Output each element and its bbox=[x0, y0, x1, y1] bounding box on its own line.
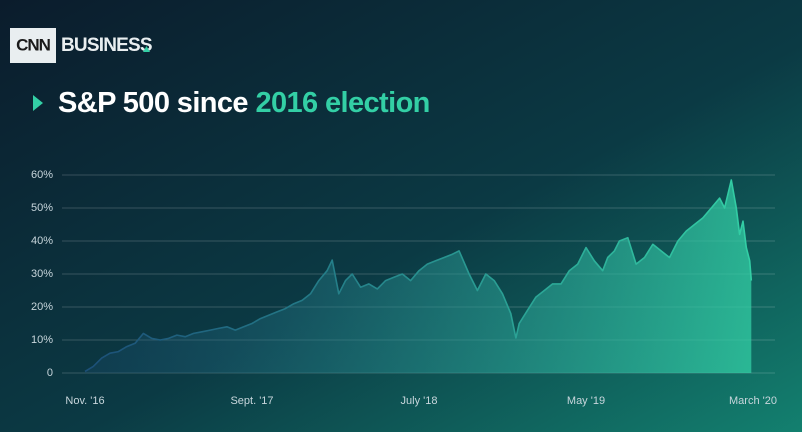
y-tick-label: 40% bbox=[31, 235, 53, 247]
x-tick-label: May '19 bbox=[567, 395, 605, 407]
logo-section: BUSINESS bbox=[61, 35, 152, 56]
y-tick-label: 60% bbox=[31, 169, 53, 181]
y-tick-label: 20% bbox=[31, 301, 53, 313]
x-tick-label: March '20 bbox=[729, 395, 777, 407]
area-fill bbox=[85, 180, 752, 373]
title-text: S&P 500 since bbox=[58, 87, 248, 119]
x-tick-label: Nov. '16 bbox=[65, 395, 104, 407]
logo-accent bbox=[143, 46, 150, 52]
y-tick-label: 10% bbox=[31, 334, 53, 346]
y-tick-label: 30% bbox=[31, 268, 53, 280]
x-tick-label: July '18 bbox=[401, 395, 438, 407]
x-tick-label: Sept. '17 bbox=[230, 395, 273, 407]
y-tick-label: 50% bbox=[31, 202, 53, 214]
y-tick-label: 0 bbox=[47, 367, 53, 379]
chart-title: S&P 500 since 2016 election bbox=[58, 87, 430, 119]
title-highlight: 2016 election bbox=[255, 87, 429, 119]
line bbox=[84, 179, 753, 373]
title-marker bbox=[33, 95, 43, 111]
logo-brand: CNN bbox=[16, 35, 51, 54]
logo-box bbox=[10, 28, 56, 63]
